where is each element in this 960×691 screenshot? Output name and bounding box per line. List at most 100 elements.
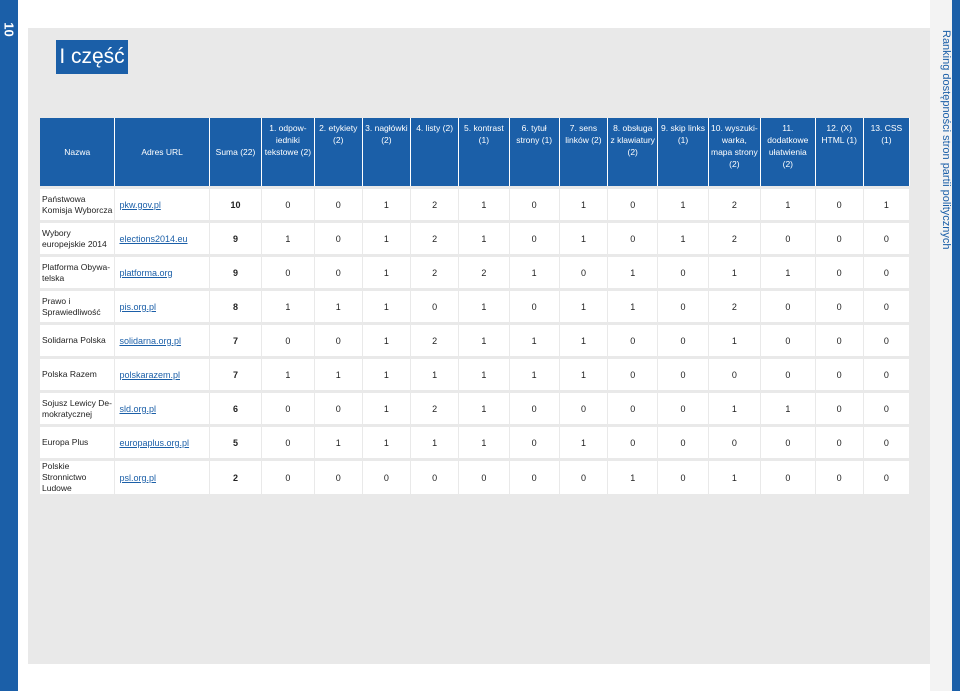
criterion-score: 2 [411, 325, 460, 356]
sum-score: 5 [209, 427, 263, 458]
criterion-score: 0 [761, 359, 816, 390]
column-header: 7. sens linków (2) [559, 118, 609, 186]
criterion-score: 0 [658, 393, 709, 424]
criterion-score: 0 [411, 461, 460, 494]
criterion-score: 0 [815, 189, 864, 220]
criterion-score: 1 [559, 359, 609, 390]
criterion-score: 0 [815, 257, 864, 288]
criterion-score: 0 [815, 325, 864, 356]
url-link[interactable]: platforma.org [119, 267, 173, 278]
criterion-score: 0 [863, 291, 910, 322]
column-header: Suma (22) [209, 118, 263, 186]
column-header: 3. nagłówki (2) [362, 118, 412, 186]
criterion-score: 1 [708, 325, 762, 356]
criterion-score: 0 [863, 325, 910, 356]
row-spacer [40, 458, 910, 461]
criterion-score: 1 [362, 427, 412, 458]
sum-score: 8 [209, 291, 263, 322]
column-header: 10. wyszuki-warka, mapa strony (2) [708, 118, 762, 186]
criterion-score: 0 [559, 257, 609, 288]
criterion-score: 1 [411, 359, 460, 390]
row-spacer [40, 288, 910, 291]
criterion-score: 1 [708, 257, 762, 288]
criterion-score: 0 [262, 393, 315, 424]
criterion-score: 0 [608, 189, 659, 220]
criterion-score: 1 [459, 359, 510, 390]
criterion-score: 1 [708, 461, 762, 494]
ranking-table: Nazwa Adres URL Suma (22) 1. odpow-iedniki … [40, 118, 910, 494]
criterion-score: 1 [708, 393, 762, 424]
section-title: I część [56, 40, 128, 74]
sum-score: 10 [209, 189, 263, 220]
sum-score: 7 [209, 325, 263, 356]
criterion-score: 0 [863, 257, 910, 288]
criterion-score: 0 [863, 427, 910, 458]
criterion-score: 1 [459, 291, 510, 322]
url-link[interactable]: pkw.gov.pl [119, 199, 161, 210]
criterion-score: 1 [761, 257, 816, 288]
column-header: 13. CSS (1) [863, 118, 910, 186]
column-header: 11. dodatkowe ułatwienia (2) [761, 118, 816, 186]
criterion-score: 1 [314, 291, 363, 322]
column-header: 1. odpow-iedniki tekstowe (2) [262, 118, 315, 186]
criterion-score: 0 [815, 291, 864, 322]
table-row: Platforma Obywa-telska platforma.org 9 0 0 1 2… [40, 257, 910, 288]
criterion-score: 1 [362, 223, 412, 254]
sum-score: 6 [209, 393, 263, 424]
criterion-score: 0 [815, 461, 864, 494]
party-name: Polskie Stronnictwo Ludowe [40, 461, 116, 494]
criterion-score: 2 [708, 291, 762, 322]
criterion-score: 2 [708, 223, 762, 254]
criterion-score: 1 [459, 427, 510, 458]
criterion-score: 0 [708, 359, 762, 390]
url-link[interactable]: psl.org.pl [119, 472, 156, 483]
criterion-score: 1 [509, 257, 560, 288]
criterion-score: 0 [262, 257, 315, 288]
row-spacer-cell [40, 254, 910, 257]
criterion-score: 2 [411, 223, 460, 254]
criterion-score: 0 [509, 291, 560, 322]
row-spacer [40, 322, 910, 325]
url-link[interactable]: solidarna.org.pl [119, 335, 182, 346]
criterion-score: 1 [262, 291, 315, 322]
table-body: Państwowa Komisja Wyborcza pkw.gov.pl 10 0 0… [40, 186, 910, 494]
criterion-score: 0 [658, 257, 709, 288]
url-link[interactable]: polskarazem.pl [119, 369, 180, 380]
criterion-score: 0 [509, 189, 560, 220]
table-row: Sojusz Lewicy De-mokratycznej sld.org.pl 6… [40, 393, 910, 424]
criterion-score: 1 [509, 359, 560, 390]
criterion-score: 0 [509, 427, 560, 458]
column-header: 12. (X) HTML (1) [815, 118, 864, 186]
right-margin-bar [952, 0, 960, 691]
url-link[interactable]: sld.org.pl [119, 403, 156, 414]
criterion-score: 1 [362, 291, 412, 322]
criterion-score: 1 [314, 359, 363, 390]
criterion-score: 0 [262, 325, 315, 356]
criterion-score: 0 [658, 461, 709, 494]
criterion-score: 0 [262, 427, 315, 458]
criterion-score: 1 [362, 359, 412, 390]
page-number: 10 [1, 22, 17, 37]
criterion-score: 1 [262, 359, 315, 390]
url-link[interactable]: pis.org.pl [119, 301, 156, 312]
table-row: Polskie Stronnictwo Ludowe psl.org.pl 2 0 0 0… [40, 461, 910, 494]
party-name: Wybory europejskie 2014 [40, 223, 116, 254]
criterion-score: 0 [509, 461, 560, 494]
table-row: Wybory europejskie 2014 elections2014.eu 9… [40, 223, 910, 254]
criterion-score: 0 [509, 393, 560, 424]
criterion-score: 1 [509, 325, 560, 356]
row-spacer-cell [40, 322, 910, 325]
table-row: Polska Razem polskarazem.pl 7 1 1 1 1 1 1 1 0 0 0 0 0 0 [40, 359, 910, 390]
row-spacer-cell [40, 220, 910, 223]
sum-score: 2 [209, 461, 263, 494]
criterion-score: 1 [362, 189, 412, 220]
criterion-score: 0 [708, 427, 762, 458]
criterion-score: 0 [658, 427, 709, 458]
url-link[interactable]: europaplus.org.pl [119, 437, 190, 448]
party-name: Solidarna Polska [40, 325, 116, 356]
url-cell: platforma.org [115, 257, 210, 288]
url-link[interactable]: elections2014.eu [119, 233, 188, 244]
url-cell: pis.org.pl [115, 291, 210, 322]
criterion-score: 1 [411, 427, 460, 458]
url-cell: sld.org.pl [115, 393, 210, 424]
